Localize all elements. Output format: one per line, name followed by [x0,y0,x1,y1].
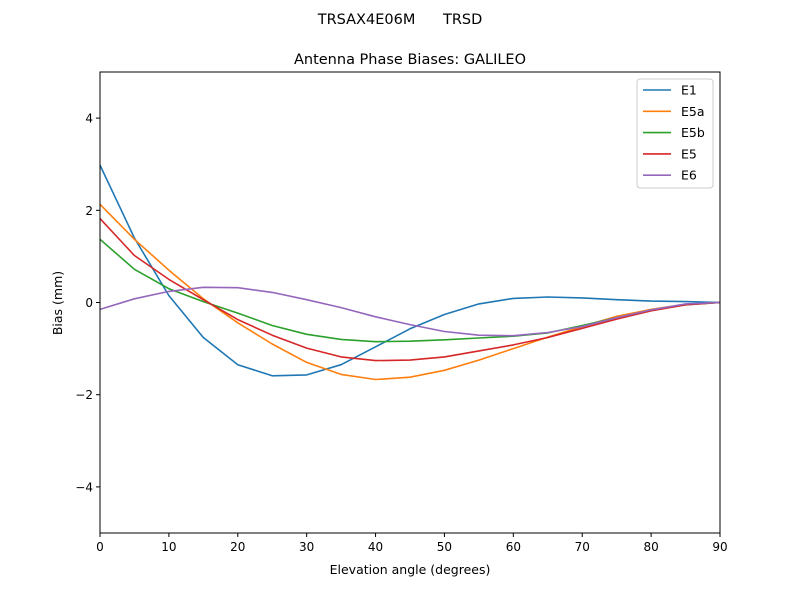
legend-label-e5b: E5b [681,125,705,140]
x-tick-label: 60 [506,540,521,554]
chart-title: Antenna Phase Biases: GALILEO [294,52,526,68]
x-tick-label: 80 [643,540,658,554]
x-tick-label: 70 [575,540,590,554]
y-tick-label: −2 [75,388,93,402]
legend: E1 E5a E5b E5 E6 [636,78,714,189]
y-axis-label: Bias (mm) [50,271,65,335]
plot-frame [99,71,721,534]
x-tick-label: 40 [368,540,383,554]
legend-label-e6: E6 [681,168,697,183]
legend-label-e5a: E5a [681,104,705,119]
legend-box [636,78,714,189]
x-tick-label: 20 [230,540,245,554]
y-tick-label: 4 [85,112,93,126]
x-tick-label: 90 [712,540,727,554]
x-tick-label: 10 [161,540,176,554]
x-tick-label: 0 [96,540,104,554]
figure-suptitle: TRSAX4E06M TRSD [317,12,483,28]
ticks-layer: 0 10 20 30 40 50 60 70 80 90 −4 −2 0 2 4 [75,112,727,554]
series-line-e1 [99,164,721,377]
series-layer [99,164,721,381]
x-tick-label: 30 [299,540,314,554]
series-line-e6 [99,286,721,337]
x-axis-label: Elevation angle (degrees) [330,562,491,577]
series-line-e5a [99,203,721,381]
legend-label-e1: E1 [681,83,697,98]
legend-label-e5: E5 [681,146,697,161]
y-tick-label: −4 [75,480,93,494]
series-line-e5 [99,218,721,362]
y-tick-label: 2 [85,204,93,218]
x-tick-label: 50 [437,540,452,554]
y-tick-label: 0 [85,296,93,310]
